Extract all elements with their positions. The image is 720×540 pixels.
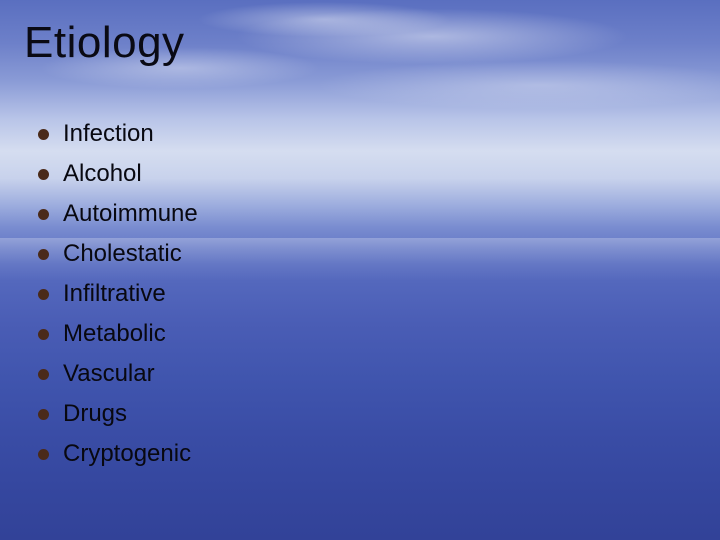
- bullet-icon: [38, 449, 49, 460]
- slide-title: Etiology: [24, 18, 185, 68]
- slide: Etiology Infection Alcohol Autoimmune Chole…: [0, 0, 720, 540]
- bullet-icon: [38, 329, 49, 340]
- bullet-list: Infection Alcohol Autoimmune Cholestatic Inf…: [38, 114, 198, 474]
- title-area: Etiology: [24, 18, 185, 68]
- bullet-icon: [38, 249, 49, 260]
- list-item-label: Metabolic: [63, 320, 166, 348]
- list-item: Vascular: [38, 354, 198, 394]
- list-item-label: Cryptogenic: [63, 440, 191, 468]
- bullet-icon: [38, 289, 49, 300]
- list-item-label: Infection: [63, 120, 154, 148]
- list-item: Cryptogenic: [38, 434, 198, 474]
- list-item-label: Infiltrative: [63, 280, 166, 308]
- list-item: Drugs: [38, 394, 198, 434]
- list-item-label: Drugs: [63, 400, 127, 428]
- bullet-icon: [38, 129, 49, 140]
- bullet-icon: [38, 369, 49, 380]
- list-item-label: Cholestatic: [63, 240, 182, 268]
- bullet-icon: [38, 169, 49, 180]
- list-item-label: Autoimmune: [63, 200, 198, 228]
- body-area: Infection Alcohol Autoimmune Cholestatic Inf…: [38, 114, 198, 474]
- list-item: Alcohol: [38, 154, 198, 194]
- bullet-icon: [38, 209, 49, 220]
- list-item: Cholestatic: [38, 234, 198, 274]
- list-item-label: Vascular: [63, 360, 155, 388]
- list-item: Metabolic: [38, 314, 198, 354]
- list-item: Autoimmune: [38, 194, 198, 234]
- bullet-icon: [38, 409, 49, 420]
- list-item: Infiltrative: [38, 274, 198, 314]
- list-item: Infection: [38, 114, 198, 154]
- list-item-label: Alcohol: [63, 160, 142, 188]
